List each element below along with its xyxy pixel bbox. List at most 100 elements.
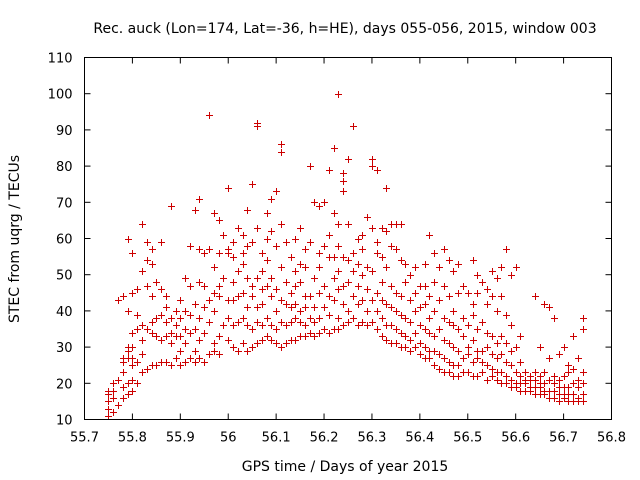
data-point (129, 377, 136, 384)
data-point (240, 290, 247, 297)
data-point (393, 340, 400, 347)
data-point (206, 246, 213, 253)
data-point (335, 286, 342, 293)
y-tick-label: 60 (56, 233, 73, 248)
data-point (220, 322, 227, 329)
data-point (244, 243, 251, 250)
data-point (273, 326, 280, 333)
data-point (479, 359, 486, 366)
data-point (335, 91, 342, 98)
data-point (254, 340, 261, 347)
data-point (580, 380, 587, 387)
data-point (494, 340, 501, 347)
data-point (474, 290, 481, 297)
data-point (402, 344, 409, 351)
data-point (340, 283, 347, 290)
data-point (513, 344, 520, 351)
data-point (369, 268, 376, 275)
data-point (374, 239, 381, 246)
y-tick-label: 50 (56, 269, 73, 284)
data-point (196, 315, 203, 322)
data-point (216, 293, 223, 300)
data-point (417, 322, 424, 329)
data-point (158, 312, 165, 319)
data-point (350, 293, 357, 300)
data-point (479, 369, 486, 376)
data-point (196, 355, 203, 362)
x-tick-label: 56.8 (597, 431, 626, 446)
x-tick-label: 56.4 (405, 431, 434, 446)
data-point (350, 250, 357, 257)
data-point (230, 322, 237, 329)
data-point (230, 297, 237, 304)
data-point (273, 340, 280, 347)
data-point (264, 333, 271, 340)
data-point (513, 369, 520, 376)
data-point (498, 333, 505, 340)
data-point (216, 217, 223, 224)
chart-title: Rec. auck (Lon=174, Lat=-36, h=HE), days… (93, 21, 596, 37)
data-point (177, 297, 184, 304)
data-point (134, 359, 141, 366)
data-point (216, 333, 223, 340)
data-point (498, 369, 505, 376)
data-point (307, 293, 314, 300)
data-point (244, 207, 251, 214)
data-point (182, 359, 189, 366)
data-point (297, 225, 304, 232)
data-point (144, 326, 151, 333)
data-point (556, 351, 563, 358)
data-point (345, 221, 352, 228)
x-tick-label: 56 (220, 431, 237, 446)
data-point (326, 330, 333, 337)
data-point (422, 344, 429, 351)
data-point (561, 344, 568, 351)
data-point (450, 268, 457, 275)
data-point (268, 228, 275, 235)
data-point (240, 232, 247, 239)
data-point (153, 333, 160, 340)
data-point (575, 384, 582, 391)
data-point (129, 250, 136, 257)
data-point (479, 279, 486, 286)
data-point (364, 264, 371, 271)
data-point (129, 355, 136, 362)
data-point (359, 297, 366, 304)
data-point (508, 348, 515, 355)
data-point (436, 326, 443, 333)
data-point (465, 351, 472, 358)
data-point (508, 322, 515, 329)
data-point (321, 243, 328, 250)
axis-ticks: 55.7 55.8 55.9 56 56.1 56.2 56.3 56.4 56.5 56.6 56… (48, 52, 626, 446)
data-point (321, 199, 328, 206)
data-point (460, 333, 467, 340)
data-point (489, 333, 496, 340)
data-point (168, 315, 175, 322)
data-point (580, 391, 587, 398)
data-point (350, 268, 357, 275)
data-point (278, 264, 285, 271)
data-point (470, 301, 477, 308)
data-point (450, 344, 457, 351)
data-point (359, 246, 366, 253)
data-point (532, 377, 539, 384)
data-point (407, 272, 414, 279)
data-point (383, 264, 390, 271)
data-point (575, 355, 582, 362)
data-point (120, 384, 127, 391)
data-point (149, 246, 156, 253)
data-point (129, 290, 136, 297)
data-point (484, 362, 491, 369)
data-point (192, 301, 199, 308)
data-point (254, 304, 261, 311)
data-point (211, 340, 218, 347)
data-point (503, 312, 510, 319)
data-point (450, 308, 457, 315)
data-point (240, 250, 247, 257)
data-point (230, 279, 237, 286)
data-point (570, 391, 577, 398)
data-point (355, 236, 362, 243)
data-point (105, 406, 112, 413)
data-point (249, 293, 256, 300)
data-point (115, 402, 122, 409)
